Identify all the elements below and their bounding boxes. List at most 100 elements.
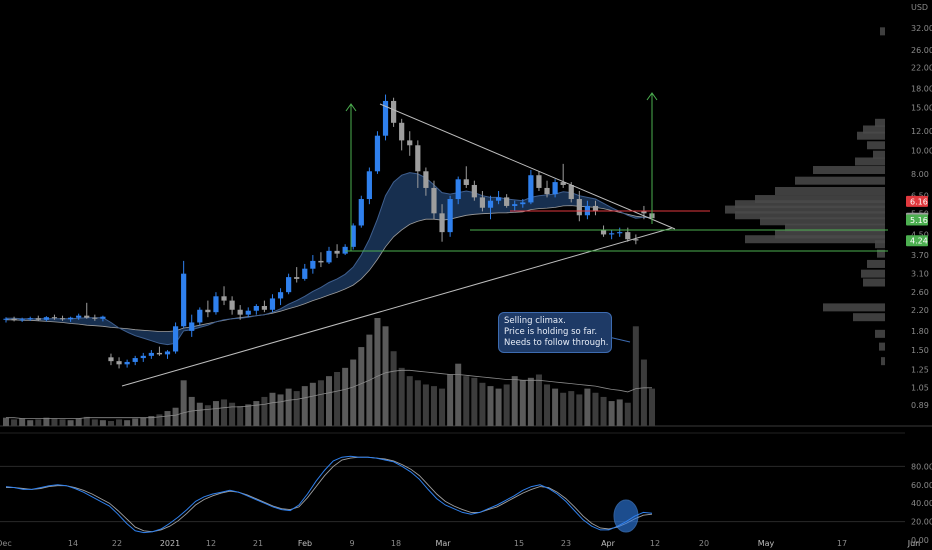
- candle-body: [479, 197, 486, 208]
- profile-bar: [755, 195, 885, 204]
- volume-bar: [229, 402, 236, 426]
- time-tick: Feb: [298, 539, 312, 548]
- stoch-k-line: [5, 455, 653, 534]
- volume-bar: [27, 420, 34, 426]
- candle-body: [253, 305, 259, 311]
- volume-bar: [511, 376, 518, 426]
- volume-bar: [253, 401, 260, 426]
- candle-body: [116, 361, 122, 365]
- volume-bar: [544, 384, 551, 426]
- candle-body: [431, 187, 437, 214]
- volume-bar: [584, 388, 591, 426]
- volume-bar: [245, 404, 252, 426]
- profile-bar: [861, 269, 885, 278]
- volume-bar: [390, 351, 397, 426]
- candle-body: [164, 351, 171, 355]
- time-tick: Mar: [435, 539, 451, 548]
- volume-bar: [430, 386, 437, 426]
- volume-bar: [640, 359, 647, 426]
- candle-body: [528, 175, 534, 203]
- volume-bar: [560, 392, 567, 426]
- candle-body: [455, 179, 461, 200]
- volume-bar: [237, 406, 244, 426]
- candle-body: [277, 292, 284, 299]
- profile-bar: [725, 205, 885, 214]
- candle-body: [11, 318, 17, 321]
- candle-body: [68, 317, 74, 320]
- candle-body: [439, 213, 445, 233]
- time-tick: 14: [68, 539, 78, 548]
- price-tick: 12.00: [911, 127, 932, 136]
- price-axis[interactable]: USD 32.00 26.00 22.00 18.00 15.00 12.00 10.00 8.…: [906, 3, 932, 410]
- price-tick: 1.80: [911, 327, 929, 336]
- price-tick: 1.25: [911, 365, 929, 374]
- candle-body: [19, 319, 25, 321]
- profile-bar: [875, 118, 885, 127]
- profile-bar: [735, 200, 885, 209]
- candle-body: [100, 316, 106, 319]
- profile-bar: [875, 240, 885, 249]
- candle-body: [124, 361, 130, 365]
- candle-body: [560, 182, 566, 185]
- candle-body: [487, 200, 494, 208]
- price-tick: 3.10: [911, 270, 929, 279]
- volume-bar: [91, 419, 98, 426]
- time-tick: Apr: [601, 539, 616, 548]
- profile-bar: [863, 278, 885, 287]
- time-tick: 9: [349, 539, 354, 548]
- volume-bar: [439, 388, 446, 426]
- volume-bar: [649, 388, 655, 426]
- volume-bar: [342, 367, 349, 426]
- profile-bar: [863, 125, 885, 134]
- candle-body: [399, 122, 405, 141]
- volume-bar: [221, 399, 228, 426]
- time-tick: 23: [561, 539, 571, 548]
- candle-body: [463, 179, 469, 185]
- price-tag-label: 6.16: [910, 197, 928, 206]
- candle-body: [334, 250, 340, 254]
- candle-body: [568, 184, 574, 200]
- volume-bar: [132, 418, 139, 426]
- stoch-axis-label: 60.00: [911, 481, 932, 490]
- candle-body: [520, 202, 526, 205]
- volume-bar: [172, 407, 179, 426]
- volume-bar: [326, 376, 332, 426]
- time-axis[interactable]: Dec 14 22 2021 12 21 Feb 9 18 Mar 15 23 Apr 12 20 May 17…: [0, 539, 920, 548]
- ema-line: [6, 172, 653, 346]
- selling-climax-note[interactable]: Selling climax. Price is holding so far.…: [498, 312, 612, 353]
- candle-body: [197, 309, 203, 323]
- stoch-axis-label: 40.00: [911, 499, 932, 508]
- volume-bar: [3, 417, 9, 426]
- volume-bar: [51, 418, 58, 426]
- price-tick: 1.05: [911, 384, 929, 393]
- volume-bar: [148, 416, 155, 426]
- profile-bar: [795, 176, 885, 185]
- profile-bar: [873, 150, 885, 159]
- candle-body: [576, 199, 582, 216]
- price-tick: 32.00: [911, 24, 932, 33]
- volume-bar: [11, 419, 18, 426]
- price-tag-label: 4.24: [910, 237, 928, 246]
- volume-bar: [358, 347, 365, 426]
- volume-bar: [487, 386, 494, 426]
- volume-bar: [624, 402, 631, 426]
- stoch-d-line: [6, 456, 653, 533]
- candle-body: [318, 260, 324, 263]
- volume-bar: [116, 419, 123, 426]
- ema-line: [6, 205, 653, 332]
- candle-body: [471, 184, 477, 198]
- time-tick: May: [758, 539, 775, 548]
- volume-bar: [414, 380, 421, 426]
- profile-bar: [853, 313, 885, 322]
- volume-bar: [269, 392, 276, 426]
- stochastic-pane: 80.00 60.00 40.00 20.00 0.00: [0, 455, 932, 545]
- volume-bar: [204, 405, 211, 426]
- candle-body: [3, 318, 9, 320]
- arrow-up-icon: [345, 103, 357, 112]
- candle-body: [544, 187, 550, 195]
- price-tag-label: 5.16: [910, 216, 928, 225]
- profile-bar: [775, 186, 885, 195]
- candle-body: [326, 250, 332, 263]
- candle-body: [423, 171, 429, 188]
